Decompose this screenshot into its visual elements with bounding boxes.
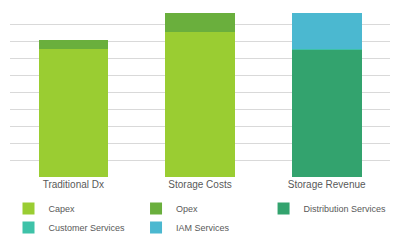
svg-text:Storage Revenue: Storage Revenue (288, 179, 366, 190)
svg-text:IAM Services: IAM Services (176, 223, 230, 233)
svg-text:Capex: Capex (49, 204, 76, 214)
svg-text:Opex: Opex (176, 204, 198, 214)
svg-text:Customer Services: Customer Services (49, 223, 126, 233)
svg-text:Traditional Dx: Traditional Dx (43, 179, 104, 190)
svg-text:Storage Costs: Storage Costs (168, 179, 231, 190)
svg-text:Distribution Services: Distribution Services (304, 204, 387, 214)
